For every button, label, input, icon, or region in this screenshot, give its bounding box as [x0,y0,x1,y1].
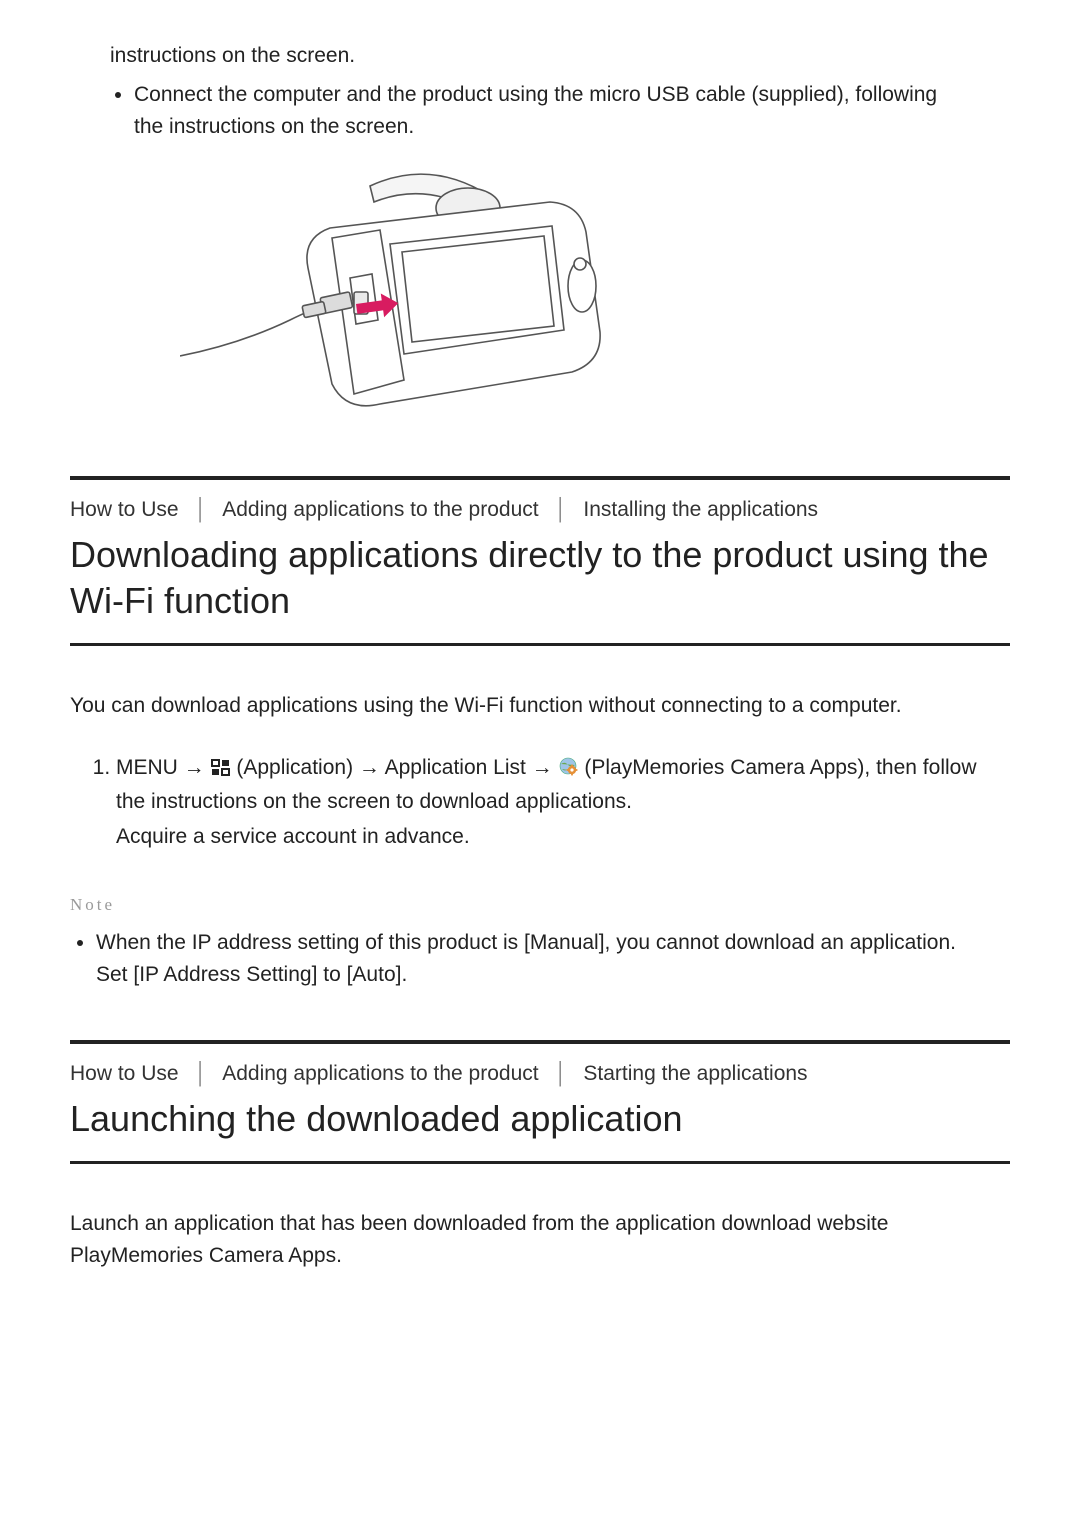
playmemories-globe-icon [559,757,579,777]
breadcrumb-item: How to Use [70,498,179,521]
breadcrumb-item: Adding applications to the product [222,1062,538,1085]
breadcrumb: How to Use │ Adding applications to the … [70,1062,1010,1086]
sub-divider [70,643,1010,646]
section-divider [70,1040,1010,1044]
breadcrumb-separator: │ [194,1062,207,1085]
breadcrumb-separator: │ [554,1062,567,1085]
section-title: Downloading applications directly to the… [70,532,1010,626]
breadcrumb-item: Installing the applications [583,498,818,521]
breadcrumb-separator: │ [194,498,207,521]
breadcrumb-item: Adding applications to the product [222,498,538,521]
application-grid-icon [211,759,231,777]
note-label: Note [70,895,1010,915]
intro-tail-text: instructions on the screen. [110,44,355,67]
intro-bullet-item: Connect the computer and the product usi… [134,79,1010,144]
section-lead: Launch an application that has been down… [70,1208,1010,1273]
step-text: (Application) → Application List → [236,756,558,779]
camera-usb-illustration [180,168,620,428]
section-divider [70,476,1010,480]
note-item: When the IP address setting of this prod… [96,927,1010,992]
breadcrumb-item: Starting the applications [583,1062,807,1085]
intro-bullet-list: Connect the computer and the product usi… [70,79,1010,144]
step-text: MENU → [116,756,211,779]
step-text: Acquire a service account in advance. [116,825,470,848]
step-item: MENU → (Application) → Application List … [116,751,1010,855]
note-list: When the IP address setting of this prod… [70,927,1010,992]
steps-list: MENU → (Application) → Application List … [70,751,1010,855]
sub-divider [70,1161,1010,1164]
breadcrumb: How to Use │ Adding applications to the … [70,498,1010,522]
section-title: Launching the downloaded application [70,1096,1010,1143]
breadcrumb-separator: │ [554,498,567,521]
section-lead: You can download applications using the … [70,690,1010,723]
breadcrumb-item: How to Use [70,1062,179,1085]
